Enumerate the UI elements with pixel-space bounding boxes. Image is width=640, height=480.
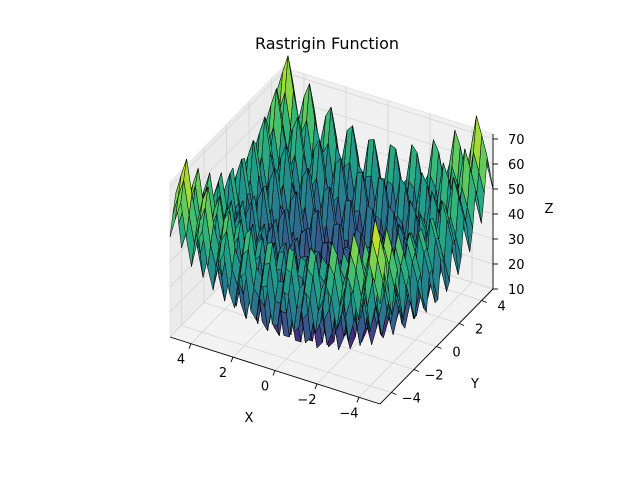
x-tick [230, 356, 234, 363]
x-tick-label: −4 [339, 406, 358, 421]
z-grid-line [169, 71, 284, 188]
y-tick [481, 300, 487, 303]
z-tick-label: 20 [508, 258, 525, 273]
z-grid-line [282, 71, 494, 140]
z-axis-label: Z [545, 202, 554, 217]
y-tick-label: 4 [498, 300, 506, 315]
x-axis-label: X [245, 411, 254, 426]
x-tick [314, 383, 318, 390]
x-tick [272, 370, 276, 376]
surface-facet [374, 259, 384, 305]
y-tick-label: −2 [424, 369, 443, 384]
z-tick-label: 30 [508, 233, 525, 248]
x-tick-label: −2 [297, 393, 316, 408]
x-tick-label: 4 [177, 353, 185, 368]
x-tick [356, 397, 360, 403]
y-tick [436, 346, 442, 349]
z-tick-label: 10 [508, 283, 525, 298]
y-axis-label: Y [470, 377, 479, 392]
surface-plot [169, 55, 494, 350]
x-tick [188, 343, 192, 349]
z-tick-label: 70 [508, 133, 525, 148]
y-tick-label: −4 [402, 392, 421, 407]
z-tick-label: 40 [508, 208, 525, 223]
z-tick-label: 60 [508, 158, 525, 173]
x-tick-label: 2 [219, 366, 227, 381]
y-tick [458, 323, 465, 326]
y-tick-label: 0 [452, 346, 460, 361]
z-tick-label: 50 [508, 183, 525, 198]
chart-title: Rastrigin Function [255, 34, 399, 53]
y-tick-label: 2 [475, 323, 483, 338]
y-grid-line [181, 325, 392, 393]
x-tick-label: 0 [261, 380, 269, 395]
y-tick [413, 369, 420, 372]
y-tick [391, 392, 397, 395]
